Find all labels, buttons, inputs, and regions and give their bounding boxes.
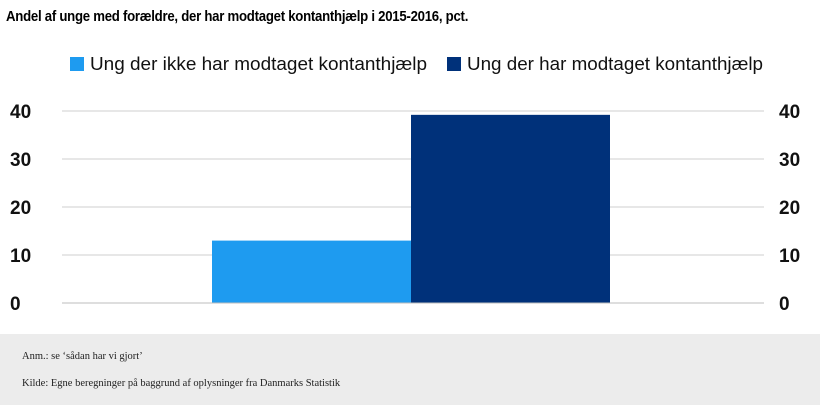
y-tick-label-right: 10 — [779, 246, 800, 267]
legend-label: Ung der har modtaget kontanthjælp — [467, 54, 763, 74]
legend: Ung der ikke har modtaget kontanthjælp Un… — [70, 54, 763, 74]
footer-notes: Anm.: se ‘sådan har vi gjort’ Kilde: Egn… — [0, 334, 820, 405]
y-tick-label-right: 40 — [779, 102, 800, 123]
y-tick-label-left: 10 — [10, 246, 31, 267]
footnote: Anm.: se ‘sådan har vi gjort’ — [22, 351, 143, 362]
legend-label: Ung der ikke har modtaget kontanthjælp — [90, 54, 427, 74]
y-axis-right: 0 10 20 30 40 — [779, 102, 800, 315]
source-note: Kilde: Egne beregninger på baggrund af o… — [22, 378, 341, 389]
bars — [212, 114, 610, 303]
chart-title: Andel af unge med forældre, der har modt… — [6, 8, 469, 25]
legend-swatch — [447, 57, 461, 71]
y-tick-label-left: 30 — [10, 150, 31, 171]
legend-swatch — [70, 57, 84, 71]
y-tick-label-left: 40 — [10, 102, 31, 123]
y-tick-label-left: 20 — [10, 198, 31, 219]
bar-series-1 — [212, 240, 411, 303]
y-tick-label-right: 30 — [779, 150, 800, 171]
y-tick-label-right: 20 — [779, 198, 800, 219]
bar-chart: Ung der ikke har modtaget kontanthjælp Un… — [10, 54, 800, 315]
y-axis-left: 0 10 20 30 40 — [10, 102, 31, 315]
bar-series-2 — [411, 114, 610, 303]
y-tick-label-right: 0 — [779, 294, 790, 315]
y-tick-label-left: 0 — [10, 294, 21, 315]
